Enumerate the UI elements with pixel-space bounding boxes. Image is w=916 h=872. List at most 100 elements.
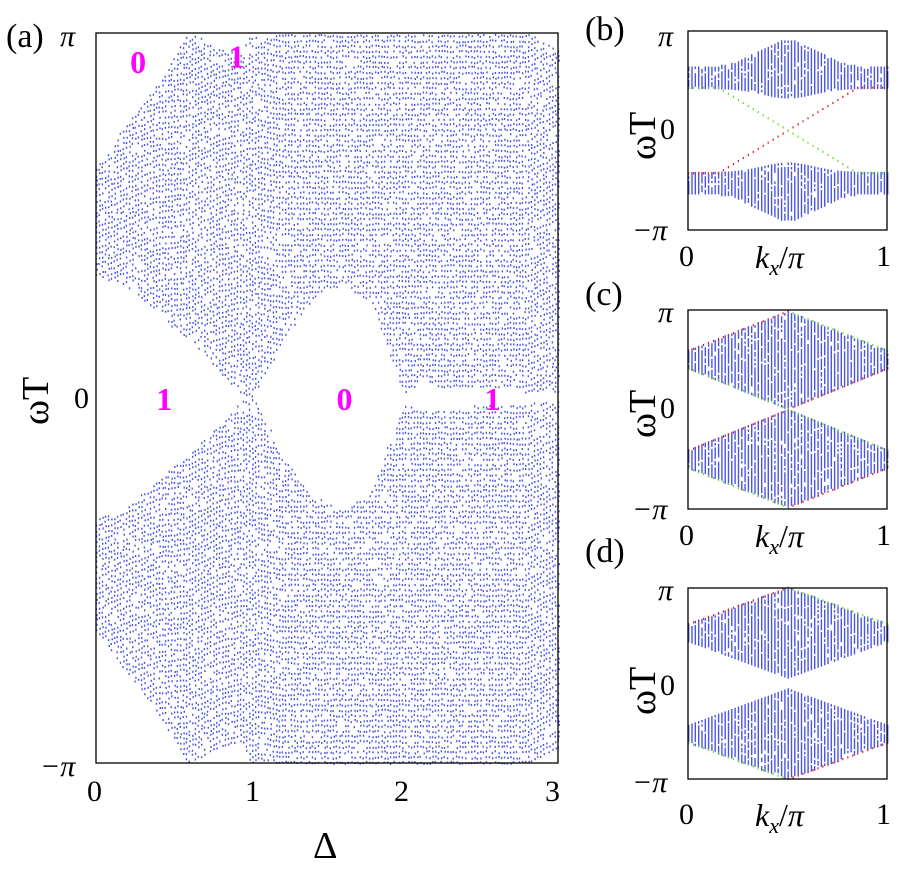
panel-c-spectrum — [688, 310, 889, 509]
spectrum-column — [116, 139, 119, 660]
spectrum-column — [98, 163, 101, 636]
spectrum-column — [437, 36, 440, 760]
spectrum-column — [503, 34, 506, 765]
spectrum-column — [245, 44, 248, 752]
spectrum-column — [311, 39, 314, 765]
spectrum-column — [107, 154, 110, 647]
panel-d-ytick-top: π — [658, 574, 674, 607]
region-label: 0 — [336, 381, 352, 417]
region-label: 1 — [229, 38, 245, 74]
spectrum-column — [470, 35, 473, 765]
panel-d-ylabel: ωT — [622, 667, 664, 715]
panel-b-label: (b) — [585, 11, 625, 48]
region-label: 1 — [484, 381, 500, 417]
spectrum-column — [443, 34, 446, 759]
spectrum-column — [182, 42, 185, 755]
spectrum-column — [287, 34, 290, 764]
spectrum-column — [122, 130, 125, 669]
spectrum-column — [218, 49, 221, 743]
panel-a-ytick-top: π — [60, 20, 76, 53]
spectrum-column — [239, 54, 242, 743]
spectrum-column — [479, 35, 482, 764]
spectrum-column — [386, 36, 389, 764]
panel-b-ytick-top: π — [658, 20, 674, 53]
spectrum-column — [257, 46, 260, 760]
spectrum-column — [308, 34, 311, 763]
spectrum-column — [536, 40, 539, 758]
spectrum-column — [398, 35, 401, 764]
spectrum-column — [302, 35, 305, 760]
panel-b-frame — [687, 30, 888, 231]
spectrum-column — [413, 35, 416, 763]
spectrum-column — [191, 38, 194, 756]
spectrum-column — [494, 33, 497, 764]
panel-a-xtick-0: 0 — [87, 775, 102, 808]
spectrum-column — [269, 39, 272, 757]
spectrum-column — [449, 35, 452, 763]
spectrum-column — [461, 35, 464, 765]
spectrum-column — [392, 35, 395, 763]
spectrum-column — [164, 75, 167, 724]
spectrum-column — [524, 35, 527, 763]
spectrum-column — [380, 39, 383, 758]
spectrum-column — [281, 34, 284, 764]
spectrum-column — [329, 35, 332, 764]
spectrum-column — [371, 36, 374, 764]
spectrum-column — [137, 110, 140, 681]
panel-c: (c) π 0 −π 0 1 kx/π ωT — [585, 276, 891, 559]
spectrum-column — [278, 34, 281, 764]
spectrum-column — [428, 35, 431, 765]
panel-d-xtick-1: 1 — [876, 798, 891, 831]
spectrum-column — [485, 40, 488, 764]
spectrum-column — [170, 63, 173, 729]
spectrum-column — [236, 55, 239, 738]
spectrum-column — [251, 38, 254, 764]
spectrum-column — [293, 35, 296, 763]
spectrum-column — [323, 34, 326, 763]
spectrum-column — [434, 45, 437, 763]
spectrum-column — [173, 58, 176, 739]
panel-b-xtick-0: 0 — [679, 240, 694, 273]
spectrum-column — [464, 36, 467, 765]
spectrum-column — [458, 35, 461, 765]
spectrum-column — [410, 35, 413, 764]
panel-c-ytick-bot: −π — [632, 493, 668, 526]
spectrum-column — [383, 40, 386, 764]
spectrum-column — [227, 53, 230, 746]
spectrum-column — [395, 34, 398, 759]
spectrum-column — [188, 40, 191, 763]
spectrum-column — [272, 38, 275, 762]
panel-b-spectrum — [688, 40, 889, 221]
panel-d-ytick-bot: −π — [632, 766, 668, 799]
spectrum-column — [197, 46, 200, 758]
spectrum-column — [455, 41, 458, 764]
spectrum-column — [125, 125, 128, 671]
panel-a-region-labels: 0 1 1 0 1 — [130, 38, 500, 417]
spectrum-column — [284, 34, 287, 763]
spectrum-column — [266, 38, 269, 762]
spectrum-column — [533, 36, 536, 761]
panel-a-xtick-3: 3 — [545, 775, 560, 808]
panel-a: (a) π 0 −π 0 1 2 3 Δ ωT 0 1 1 0 1 — [6, 18, 560, 867]
spectrum-column — [176, 53, 179, 745]
spectrum-column — [131, 117, 134, 674]
spectrum-column — [320, 34, 323, 760]
panel-d-spectrum — [688, 586, 889, 781]
spectrum-column — [212, 49, 215, 751]
panel-c-xtick-0: 0 — [679, 519, 694, 552]
region-label: 0 — [130, 44, 146, 80]
region-label: 1 — [156, 381, 172, 417]
spectrum-column — [203, 43, 206, 756]
spectrum-column — [332, 34, 335, 765]
spectrum-column — [491, 39, 494, 760]
panel-c-label: (c) — [585, 276, 623, 313]
spectrum-column — [350, 36, 353, 764]
spectrum-column — [401, 46, 404, 763]
spectrum-column — [344, 39, 347, 765]
spectrum-column — [113, 145, 116, 645]
spectrum-column — [155, 86, 158, 712]
spectrum-column — [542, 42, 545, 756]
spectrum-column — [158, 85, 161, 717]
spectrum-column — [134, 115, 137, 683]
